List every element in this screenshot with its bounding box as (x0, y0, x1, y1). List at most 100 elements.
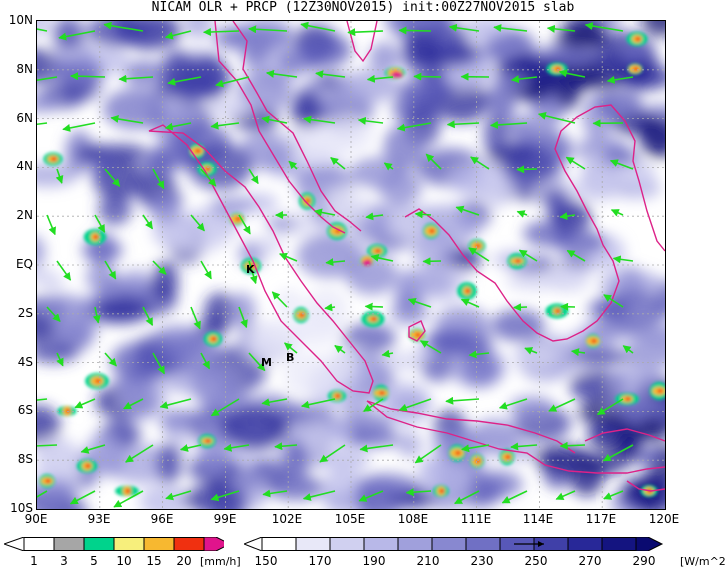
olr-tick: 210 (416, 554, 440, 568)
precip-cell (205, 439, 211, 443)
wind-arrow (37, 122, 48, 126)
olr-tick: 230 (470, 554, 494, 568)
olr-blob (49, 56, 104, 85)
olr-blob (614, 416, 643, 465)
wind-arrow (179, 444, 202, 452)
wind-arrow (470, 156, 490, 170)
precip-cell (555, 309, 561, 313)
wind-arrow (606, 75, 634, 84)
wind-arrow (609, 159, 634, 170)
olr-blob (254, 236, 284, 254)
wind-arrow (210, 121, 240, 130)
wind-arrow (46, 306, 61, 322)
lon-label: 108E (397, 512, 429, 526)
map-title: NICAM OLR + PRCP (12Z30NOV2015) init:00Z… (151, 0, 575, 15)
olr-colorbar-segment (261, 537, 297, 551)
olr-blob (546, 265, 590, 293)
place-label-m: M (261, 356, 272, 369)
wind-arrow (69, 490, 96, 505)
wind-arrow (55, 168, 64, 184)
wind-arrow (347, 28, 384, 37)
olr-blob (140, 151, 174, 180)
prcp-colorbar (4, 537, 224, 551)
olr-blob (156, 442, 183, 484)
wind-arrow (165, 490, 192, 501)
wind-arrow (558, 69, 586, 78)
olr-blob (581, 153, 606, 200)
wind-arrow (370, 253, 394, 262)
lat-label: 2N (16, 208, 33, 222)
olr-blob (37, 236, 46, 268)
precip-cell (633, 67, 639, 71)
wind-arrow (584, 22, 624, 32)
olr-blob (423, 331, 477, 351)
wind-arrow (210, 398, 240, 417)
wind-arrow (396, 122, 432, 132)
prcp-colorbar-right-tip (203, 537, 224, 551)
olr-blob (620, 42, 651, 63)
precip-cell (625, 397, 631, 401)
wind-arrow (513, 303, 528, 312)
wind-arrow (238, 306, 248, 329)
prcp-colorbar-segment (173, 537, 205, 551)
map-panel (36, 20, 666, 510)
lon-label: 120E (648, 512, 680, 526)
olr-colorbar-segment (431, 537, 467, 551)
wind-arrow (248, 260, 258, 285)
lat-label: 8S (17, 452, 33, 466)
wind-arrow (622, 345, 634, 354)
wind-arrow (490, 120, 528, 129)
wind-arrow (278, 252, 298, 262)
wind-arrow (167, 76, 202, 86)
olr-blob (597, 89, 644, 121)
wind-arrow (37, 28, 48, 32)
lon-label: 90E (24, 512, 48, 526)
olr-blob (368, 42, 402, 73)
olr-blob (319, 469, 367, 509)
olr-blob (62, 318, 98, 343)
wind-arrow (454, 490, 480, 505)
olr-blob (421, 354, 455, 382)
wind-arrow (164, 122, 192, 131)
wind-arrow (58, 30, 96, 41)
wind-arrow (365, 212, 384, 221)
olr-colorbar-segment (363, 537, 399, 551)
olr-blob (160, 413, 190, 435)
grid-lines (37, 21, 665, 509)
precip-cell (379, 391, 385, 395)
wind-arrow (118, 74, 154, 83)
olr-blob (37, 266, 54, 285)
wind-arrow (37, 398, 48, 401)
precip-cell (211, 337, 217, 341)
wind-arrow (537, 111, 576, 124)
wind-arrow (80, 444, 106, 454)
precip-cell (635, 37, 641, 41)
wind-arrow (319, 444, 346, 463)
prcp-tick: 10 (116, 554, 132, 568)
wind-arrow (363, 398, 384, 413)
wind-arrow (46, 214, 56, 236)
wind-arrow (288, 160, 298, 170)
olr-blob (123, 59, 166, 87)
wind-arrow (602, 444, 634, 462)
olr-blob (483, 115, 510, 154)
wind-arrow (159, 398, 192, 409)
wind-arrow (70, 72, 106, 81)
olr-blob (598, 290, 665, 331)
olr-blob (208, 484, 247, 509)
olr-blob (283, 352, 339, 397)
olr-blob (139, 485, 191, 509)
wind-arrow (405, 488, 432, 497)
wind-arrow (324, 303, 336, 312)
precip-cell (555, 67, 561, 71)
olr-blob (37, 92, 61, 113)
lon-label: 96E (150, 512, 174, 526)
olr-blob (469, 470, 523, 499)
wind-arrow (596, 398, 624, 416)
olr-blob (86, 21, 152, 48)
wind-arrow (202, 27, 240, 36)
olr-blob (508, 395, 555, 421)
wind-arrow (570, 348, 586, 357)
wind-arrow (315, 70, 346, 79)
olr-blob (227, 292, 256, 329)
